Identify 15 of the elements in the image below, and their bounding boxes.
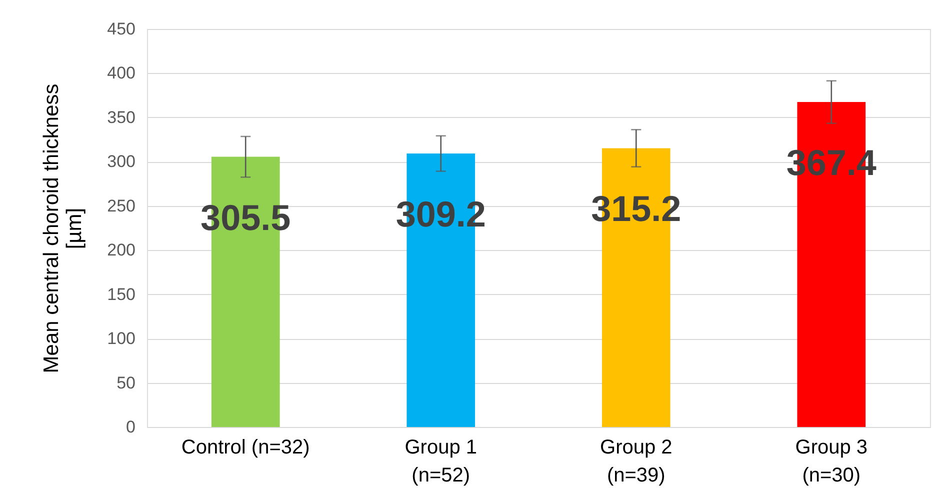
y-tick-label: 0	[126, 418, 136, 436]
y-tick-label: 50	[116, 373, 136, 392]
x-tick-label: Group 3 (n=30)	[795, 436, 868, 486]
y-tick-label: 300	[107, 152, 136, 172]
x-tick-label: Group 2 (n=39)	[600, 436, 672, 486]
y-tick-label: 200	[107, 240, 136, 260]
y-tick-label: 400	[107, 64, 136, 83]
x-tick-label: Group 1 (n=52)	[404, 436, 477, 486]
y-tick-label: 450	[107, 20, 136, 38]
y-tick-label: 150	[107, 284, 136, 304]
y-tick-label: 250	[107, 196, 136, 216]
x-tick-label: Control (n=32)	[181, 436, 310, 458]
y-tick-label: 350	[107, 108, 136, 127]
y-tick-label: 100	[107, 329, 136, 348]
y-axis-title: Mean central choroid thickness [µm]	[40, 84, 86, 374]
